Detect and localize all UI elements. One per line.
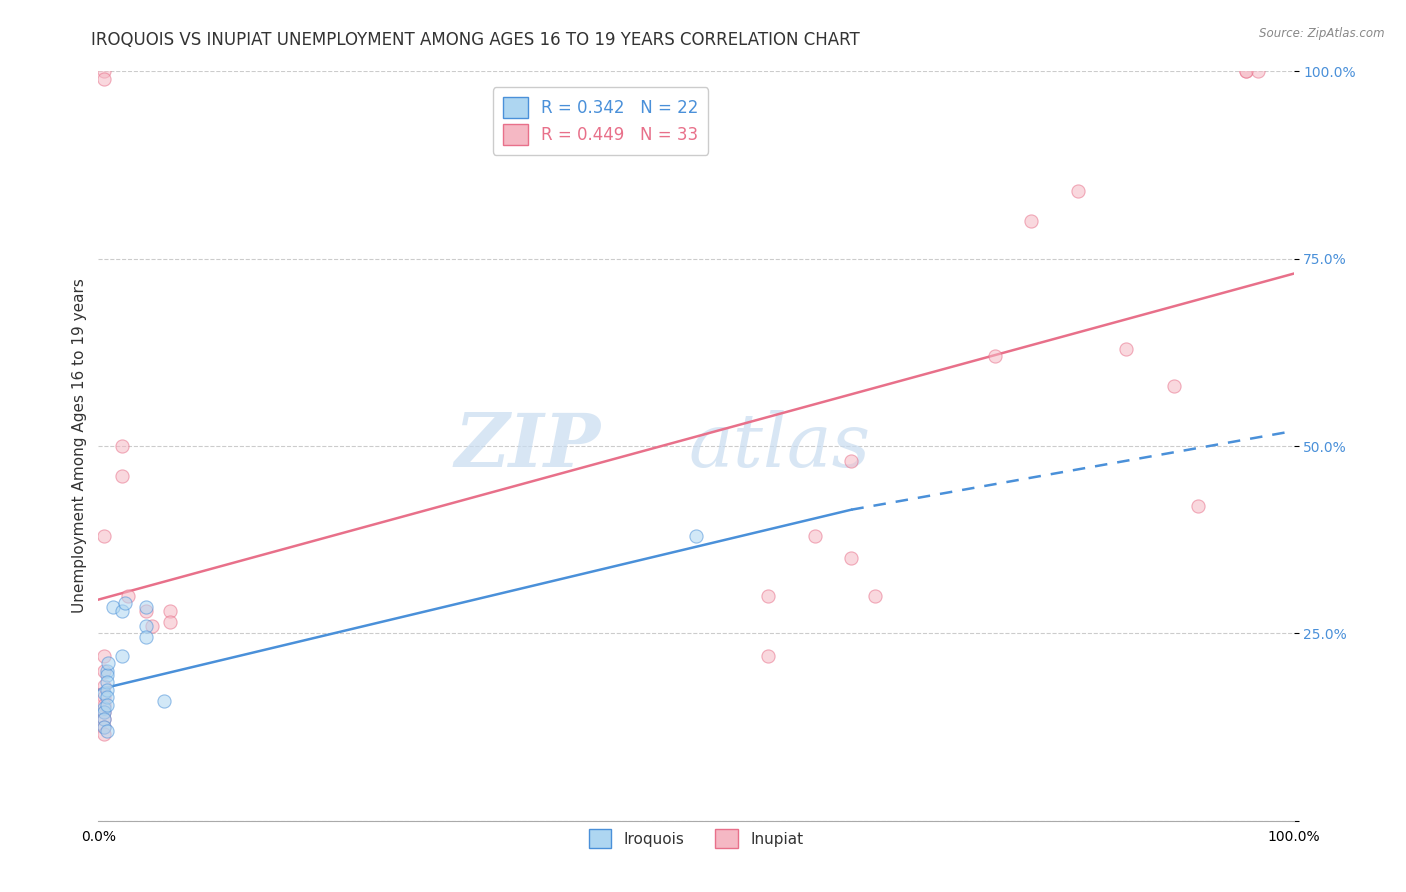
Point [841, 551, 863, 566]
Point [93, 705, 115, 719]
Point [685, 529, 707, 543]
Point [1163, 379, 1185, 393]
Point [93, 720, 115, 734]
Point [96, 675, 118, 690]
Point [93, 690, 115, 704]
Point [756, 589, 779, 603]
Point [93, 648, 115, 663]
Point [93, 713, 115, 727]
Point [93, 529, 115, 543]
Point [96, 723, 118, 738]
Point [984, 349, 1007, 363]
Point [111, 439, 134, 453]
Point [111, 469, 134, 483]
Y-axis label: Unemployment Among Ages 16 to 19 years: Unemployment Among Ages 16 to 19 years [72, 278, 87, 614]
Point [93, 705, 115, 719]
Point [93, 64, 115, 78]
Point [1187, 499, 1209, 513]
Text: ZIP: ZIP [454, 409, 600, 483]
Point [135, 619, 157, 633]
Point [93, 686, 115, 700]
Point [93, 701, 115, 715]
Point [1234, 64, 1257, 78]
Point [1067, 184, 1090, 198]
Point [159, 615, 181, 629]
Text: atlas: atlas [689, 409, 870, 483]
Point [1234, 64, 1257, 78]
Point [101, 600, 124, 615]
Point [1247, 64, 1270, 78]
Legend: Iroquois, Inupiat: Iroquois, Inupiat [582, 823, 810, 855]
Point [93, 71, 115, 86]
Text: IROQUOIS VS INUPIAT UNEMPLOYMENT AMONG AGES 16 TO 19 YEARS CORRELATION CHART: IROQUOIS VS INUPIAT UNEMPLOYMENT AMONG A… [91, 31, 860, 49]
Point [96, 667, 118, 681]
Point [804, 529, 827, 543]
Point [117, 589, 139, 603]
Point [111, 648, 134, 663]
Point [93, 698, 115, 712]
Point [114, 596, 136, 610]
Text: Source: ZipAtlas.com: Source: ZipAtlas.com [1260, 27, 1385, 40]
Point [96, 682, 118, 697]
Point [93, 679, 115, 693]
Point [841, 454, 863, 468]
Point [865, 589, 887, 603]
Point [153, 694, 176, 708]
Point [96, 698, 118, 712]
Point [1115, 342, 1137, 356]
Point [135, 604, 157, 618]
Point [141, 619, 163, 633]
Point [135, 630, 157, 644]
Point [135, 600, 157, 615]
Point [96, 690, 118, 704]
Point [93, 664, 115, 678]
Point [111, 604, 134, 618]
Point [93, 727, 115, 741]
Point [96, 664, 118, 678]
Point [93, 720, 115, 734]
Point [756, 648, 779, 663]
Point [97, 657, 120, 671]
Point [1019, 214, 1042, 228]
Point [159, 604, 181, 618]
Point [93, 713, 115, 727]
